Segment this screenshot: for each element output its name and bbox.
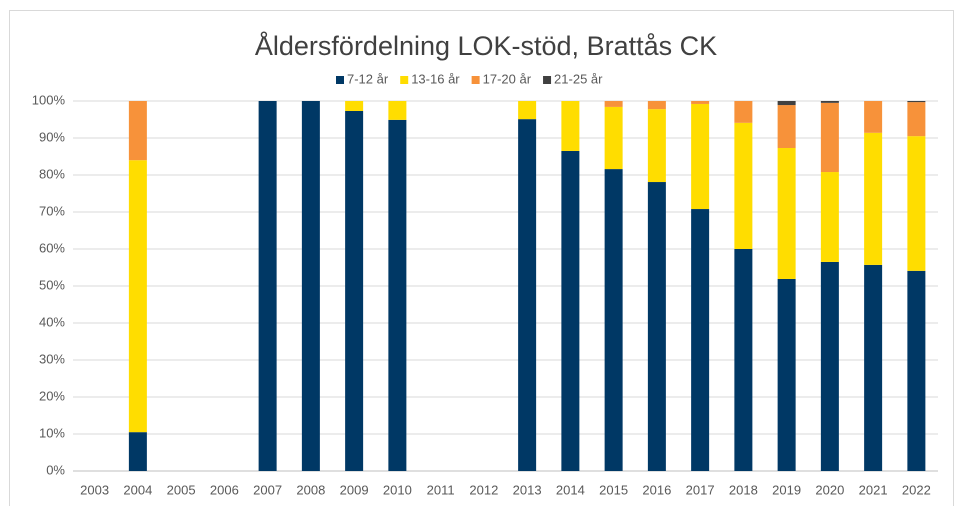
bar-segment xyxy=(777,278,796,471)
x-tick-label: 2020 xyxy=(815,482,844,497)
bar-segment xyxy=(820,261,839,471)
bar-segment xyxy=(777,105,796,148)
y-tick-label: 50% xyxy=(39,277,65,292)
bar-segment xyxy=(647,109,666,183)
x-tick-label: 2008 xyxy=(296,482,325,497)
x-tick-label: 2005 xyxy=(167,482,196,497)
chart-title: Åldersfördelning LOK-stöd, Brattås CK xyxy=(255,30,717,61)
y-tick-label: 40% xyxy=(39,314,65,329)
bar-segment xyxy=(345,101,364,111)
legend-swatch xyxy=(400,76,409,84)
y-tick-label: 20% xyxy=(39,388,65,403)
bar-segment xyxy=(864,132,883,265)
bar-segment xyxy=(128,160,147,433)
x-tick-label: 2015 xyxy=(599,482,628,497)
x-tick-label: 2003 xyxy=(80,482,109,497)
bar-segment xyxy=(388,119,407,472)
bar-segment xyxy=(604,101,623,107)
x-tick-label: 2022 xyxy=(902,482,931,497)
bar-segment xyxy=(647,182,666,471)
x-tick-label: 2009 xyxy=(340,482,369,497)
bar-segment xyxy=(518,119,537,471)
x-tick-label: 2019 xyxy=(772,482,801,497)
x-tick-label: 2011 xyxy=(427,482,455,497)
y-tick-label: 30% xyxy=(39,351,65,366)
bar-segment xyxy=(691,103,710,210)
y-tick-label: 100% xyxy=(32,92,66,107)
bar-segment xyxy=(734,249,753,471)
x-tick-label: 2004 xyxy=(123,482,152,497)
bar-segment xyxy=(864,264,883,471)
chart-frame xyxy=(9,10,954,506)
bar-segment xyxy=(691,101,710,104)
legend-label: 17-20 år xyxy=(483,71,532,86)
legend-label: 13-16 år xyxy=(411,71,460,86)
bar-segment xyxy=(777,101,796,106)
legend-label: 21-25 år xyxy=(554,71,603,86)
bar-segment xyxy=(561,150,580,471)
y-tick-label: 0% xyxy=(46,462,65,477)
legend-swatch xyxy=(543,76,552,84)
bar-segment xyxy=(604,106,623,170)
x-tick-label: 2018 xyxy=(729,482,758,497)
legend-swatch xyxy=(471,76,480,84)
bar-segment xyxy=(388,101,407,120)
bar-segment xyxy=(128,432,147,471)
bar-segment xyxy=(907,102,926,137)
bar-segment xyxy=(258,101,277,471)
y-tick-label: 90% xyxy=(39,129,65,144)
legend-swatch xyxy=(336,76,344,84)
bar-segment xyxy=(345,110,364,472)
bar-segment xyxy=(734,122,753,249)
bar-segment xyxy=(820,102,839,173)
bar-segment xyxy=(128,101,147,161)
bar-segment xyxy=(734,101,753,123)
y-tick-label: 10% xyxy=(39,425,65,440)
bar-segment xyxy=(777,147,796,279)
x-tick-label: 2012 xyxy=(469,482,498,497)
x-tick-label: 2007 xyxy=(253,482,282,497)
bar-segment xyxy=(907,136,926,271)
x-tick-label: 2017 xyxy=(686,482,715,497)
y-tick-label: 70% xyxy=(39,203,65,218)
bar-segment xyxy=(864,101,883,133)
y-tick-label: 80% xyxy=(39,166,65,181)
x-tick-label: 2016 xyxy=(642,482,671,497)
bar-segment xyxy=(907,270,926,471)
x-tick-label: 2013 xyxy=(513,482,542,497)
bar-segment xyxy=(820,172,839,262)
x-tick-label: 2006 xyxy=(210,482,239,497)
bar-segment xyxy=(518,101,537,120)
bar-segment xyxy=(907,101,926,103)
bar-segment xyxy=(604,169,623,471)
bar-segment xyxy=(820,101,839,103)
legend-label: 7-12 år xyxy=(347,71,389,86)
y-tick-label: 60% xyxy=(39,240,65,255)
x-tick-label: 2021 xyxy=(859,482,888,497)
bar-segment xyxy=(561,101,580,151)
x-tick-label: 2010 xyxy=(383,482,412,497)
bar-segment xyxy=(691,209,710,472)
x-tick-label: 2014 xyxy=(556,482,585,497)
bar-segment xyxy=(301,101,320,471)
bar-segment xyxy=(647,101,666,110)
